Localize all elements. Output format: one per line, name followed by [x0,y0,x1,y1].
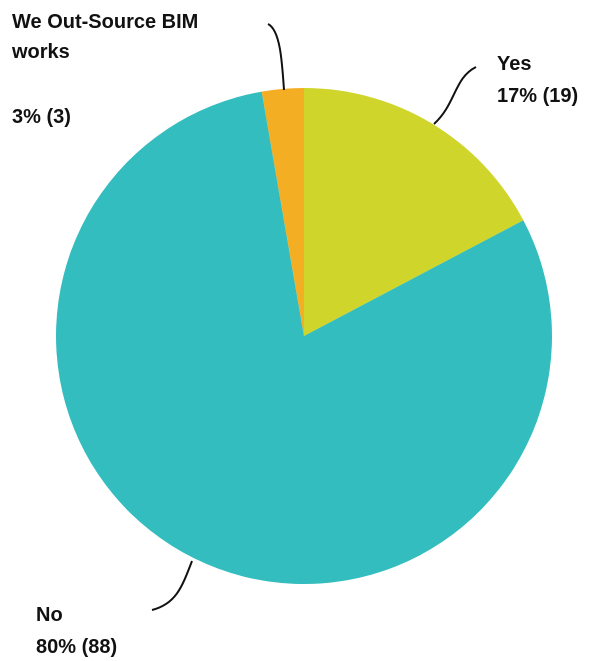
leader-line-we-out-source-bim-works [267,23,285,91]
pie-slice-no [55,91,552,584]
pie-slice-yes [304,88,524,336]
slice-label-no: No [36,604,63,626]
slice-value-label-no: 80% (88) [36,636,117,658]
slice-value-label-yes: 17% (19) [497,85,578,107]
slice-label-we-out-source-bim-works-line-2: works [11,41,70,63]
leader-line-no [151,560,193,611]
pie-slice-we-out-source-bim-works [261,87,304,336]
slice-label-we-out-source-bim-works-line-1: We Out-Source BIM [12,11,198,33]
leader-line-yes [433,66,477,125]
slice-value-label-we-out-source-bim-works: 3% (3) [12,106,71,128]
slice-label-yes: Yes [497,53,531,75]
